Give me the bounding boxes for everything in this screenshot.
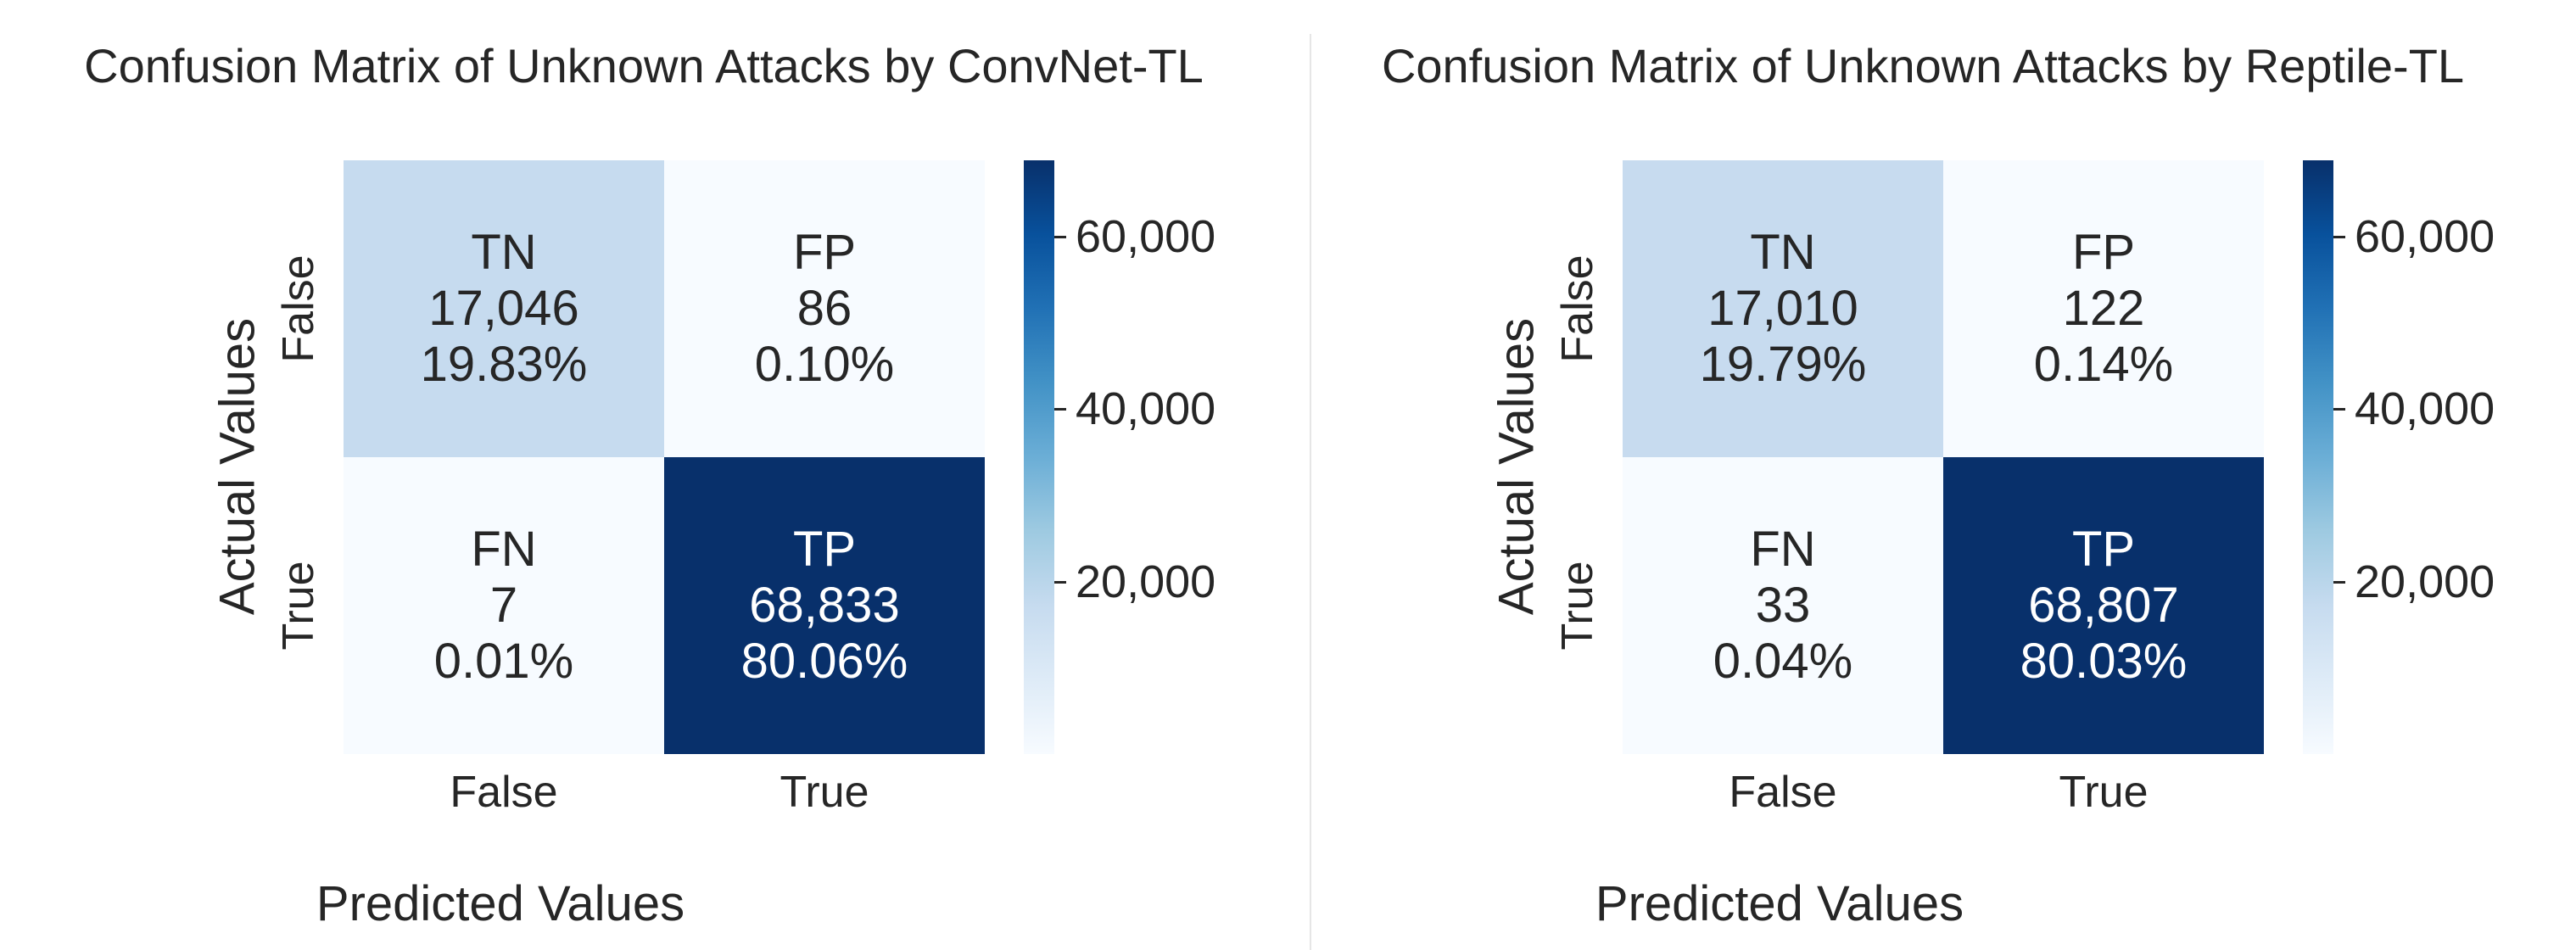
x-axis-label: Predicted Values (316, 876, 685, 931)
cell-percent: 19.83% (420, 337, 588, 392)
y-axis-label: Actual Values (210, 317, 265, 616)
heatmap-cell: TN 17,046 19.83% (344, 160, 664, 457)
y-axis-label: Actual Values (1489, 317, 1545, 616)
cell-label: TN (1750, 225, 1816, 280)
heatmap-cell: FP 86 0.10% (664, 160, 985, 457)
heatmap-cell: FN 33 0.04% (1623, 457, 1943, 754)
colorbar-tick (2333, 235, 2345, 238)
colorbar-tick (1054, 235, 1066, 238)
cell-label: FP (2071, 225, 2136, 280)
y-tick-label: True (274, 561, 323, 651)
colorbar-tick-label: 40,000 (2355, 383, 2495, 435)
heatmap-cell: FN 7 0.01% (344, 457, 664, 754)
colorbar-tick (1054, 580, 1066, 584)
cell-percent: 80.06% (740, 634, 908, 689)
x-axis-label: Predicted Values (1595, 876, 1964, 931)
colorbar-tick (1054, 408, 1066, 411)
colorbar (1024, 160, 1054, 754)
cell-count: 68,807 (2028, 578, 2179, 633)
chart-title: Confusion Matrix of Unknown Attacks by R… (1381, 39, 2465, 92)
x-tick-label: True (2059, 768, 2149, 817)
cell-percent: 0.01% (433, 634, 574, 689)
colorbar-tick (2333, 580, 2345, 584)
heatmap-cell: TN 17,010 19.79% (1623, 160, 1943, 457)
heatmap-cell: TP 68,807 80.03% (1943, 457, 2264, 754)
cell-count: 17,046 (428, 281, 579, 336)
cell-count: 33 (1755, 578, 1811, 633)
colorbar-tick-label: 20,000 (2355, 556, 2495, 607)
cell-label: FN (471, 522, 537, 577)
x-tick-label: True (780, 768, 869, 817)
colorbar (2303, 160, 2333, 754)
cell-percent: 0.14% (2033, 337, 2174, 392)
cell-percent: 0.10% (754, 337, 895, 392)
x-tick-label: False (450, 768, 558, 817)
heatmap-cell: TP 68,833 80.06% (664, 457, 985, 754)
cell-label: TP (792, 522, 857, 577)
cell-label: FP (792, 225, 857, 280)
colorbar-tick-label: 60,000 (2355, 210, 2495, 262)
colorbar-tick (2333, 408, 2345, 411)
y-tick-label: True (1553, 561, 1602, 651)
cell-count: 7 (489, 578, 518, 633)
cell-label: FN (1750, 522, 1816, 577)
x-tick-label: False (1729, 768, 1837, 817)
chart-panel: Confusion Matrix of Unknown Attacks by R… (1279, 0, 2567, 950)
heatmap-cell: FP 122 0.14% (1943, 160, 2264, 457)
chart-title: Confusion Matrix of Unknown Attacks by C… (84, 39, 1204, 92)
y-tick-label: False (1553, 254, 1602, 363)
cell-label: TN (471, 225, 537, 280)
cell-percent: 19.79% (1699, 337, 1867, 392)
panel-divider (1310, 34, 1311, 950)
cell-count: 68,833 (749, 578, 900, 633)
cell-label: TP (2071, 522, 2136, 577)
chart-panel: Confusion Matrix of Unknown Attacks by C… (84, 39, 1216, 931)
cell-count: 17,010 (1707, 281, 1858, 336)
cell-percent: 80.03% (2020, 634, 2188, 689)
cell-percent: 0.04% (1713, 634, 1853, 689)
colorbar-tick-label: 40,000 (1076, 383, 1216, 435)
colorbar-tick-label: 20,000 (1076, 556, 1216, 607)
cell-count: 86 (796, 281, 852, 336)
y-tick-label: False (274, 254, 323, 363)
colorbar-tick-label: 60,000 (1076, 210, 1216, 262)
cell-count: 122 (2062, 281, 2145, 336)
